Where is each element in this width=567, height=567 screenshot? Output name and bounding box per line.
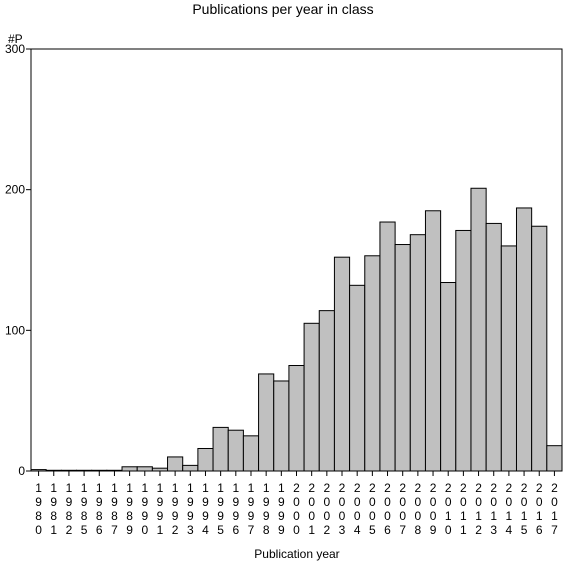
bar-1980 [30, 469, 47, 472]
bar-2006 [379, 221, 396, 472]
bar-1986 [91, 469, 108, 472]
bar-1998 [258, 373, 275, 472]
y-axis: 0 100 200 300 [5, 42, 31, 478]
y-tick-label: 300 [5, 42, 25, 56]
y-tick-label: 0 [18, 464, 25, 478]
bar-2011 [455, 229, 472, 472]
bar-2015 [515, 207, 533, 472]
bar-1997 [242, 435, 260, 472]
bar-1982 [60, 469, 78, 472]
bar-1993 [182, 464, 199, 472]
x-axis-label: Publication year [254, 547, 339, 561]
bar-2012 [470, 187, 487, 472]
x-axis: 1 9 8 0 1 9 8 1 1 9 8 2 1 9 8 5 1 9 8 6 1 9 8 7 1 9 8 9 1 9 9 0 1 9 9 1 1 9 9 2… [35, 471, 558, 537]
bar-2003 [333, 256, 351, 472]
bar-1987 [106, 469, 123, 472]
bar-2008 [409, 234, 426, 472]
bar-1992 [167, 456, 184, 472]
bar-2009 [424, 210, 442, 472]
bar-2004 [349, 284, 366, 472]
y-axis-label: #P [8, 32, 23, 46]
bar-2001 [303, 322, 320, 472]
bar-1985 [76, 469, 93, 472]
bar-2002 [318, 310, 335, 472]
bar-2007 [394, 244, 411, 472]
bar-1989 [121, 466, 138, 472]
y-tick-label: 200 [5, 183, 25, 197]
bar-1991 [151, 467, 169, 472]
y-tick-label: 100 [5, 323, 25, 337]
bar-2017 [546, 445, 563, 472]
bar-2013 [485, 222, 502, 472]
chart-title: Publications per year in class [192, 1, 373, 17]
bar-1999 [273, 380, 290, 472]
bar-1994 [197, 447, 214, 472]
bar-2005 [364, 255, 381, 472]
bar-2010 [440, 282, 457, 472]
bar-1996 [227, 429, 244, 472]
bar-2014 [500, 245, 517, 472]
bar-1995 [212, 426, 229, 472]
bar-1981 [45, 469, 62, 472]
bar-2000 [288, 365, 305, 472]
bar-2016 [531, 225, 548, 472]
bar-1990 [136, 466, 153, 472]
